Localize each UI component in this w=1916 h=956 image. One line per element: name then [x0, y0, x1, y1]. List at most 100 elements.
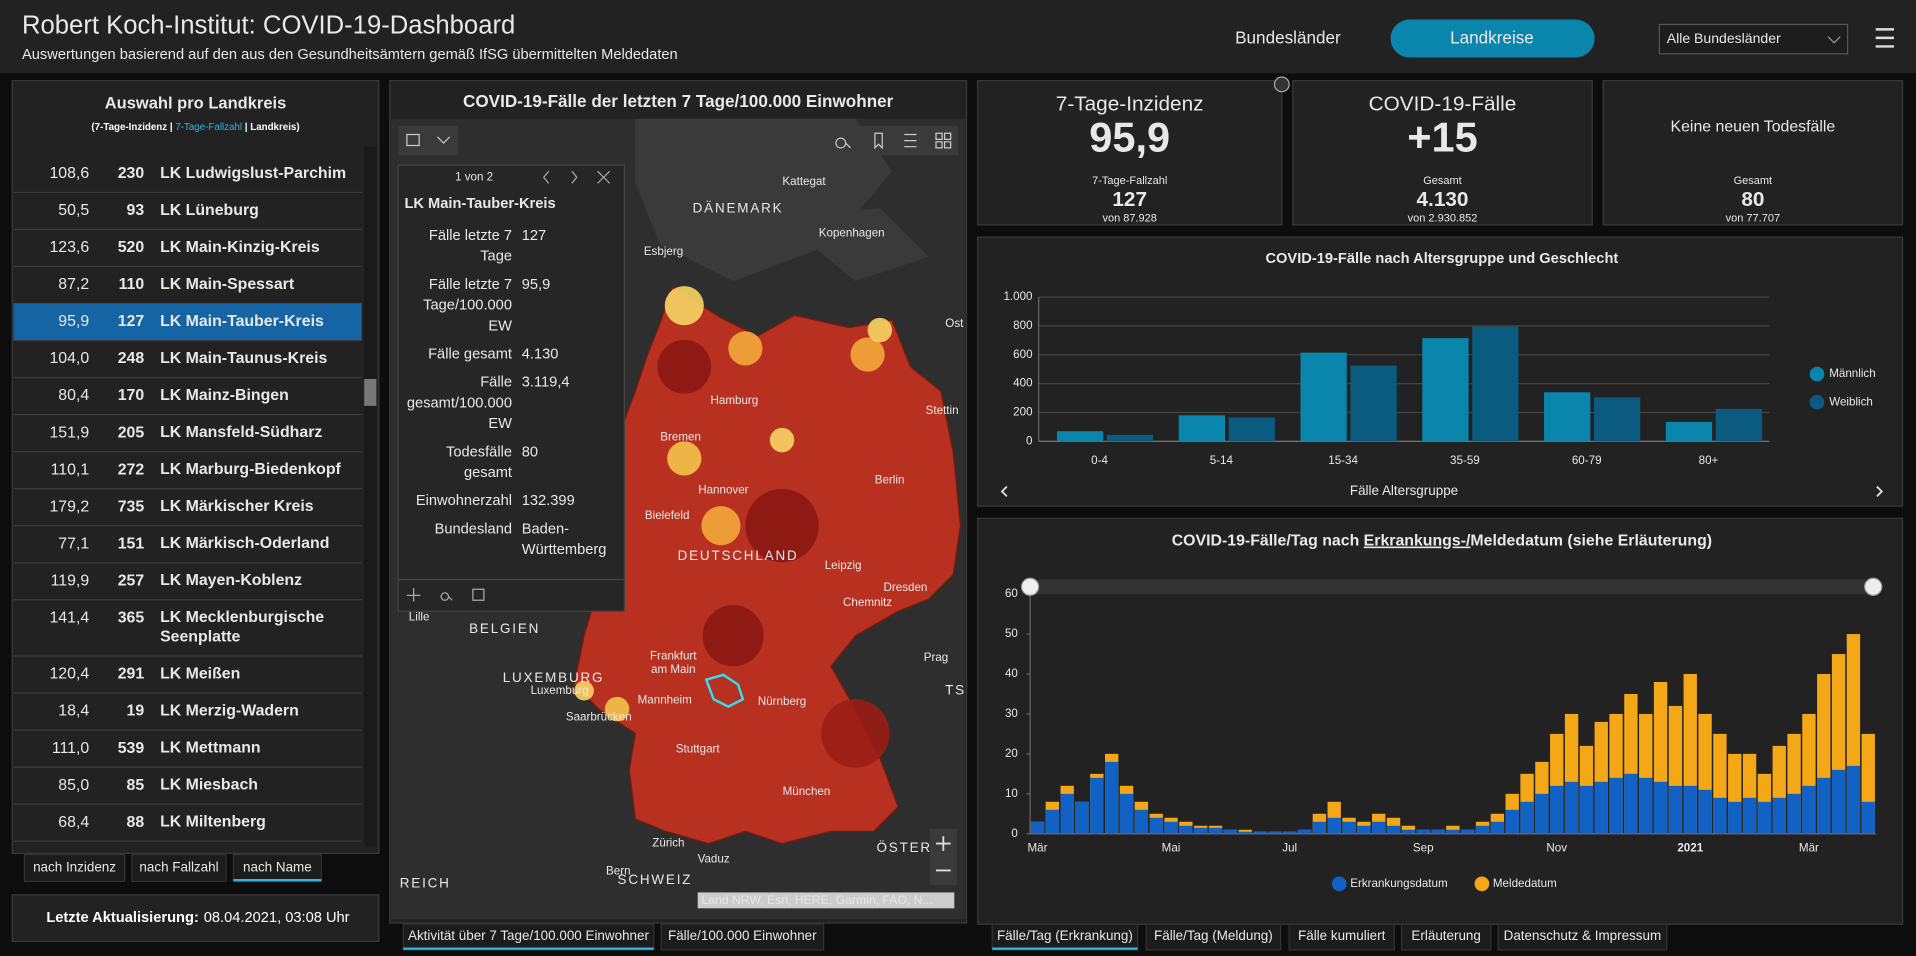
bar	[1297, 829, 1312, 834]
bar	[1593, 397, 1641, 442]
row-selected[interactable]	[13, 303, 362, 341]
case-count: 110	[119, 276, 145, 293]
map-tab[interactable]	[660, 923, 825, 951]
stat-value: 95,9	[1089, 114, 1170, 161]
case-count: 248	[118, 350, 145, 367]
chart-title: COVID-19-Fälle/Tag nach Erkrankungs-/Mel…	[1172, 533, 1712, 550]
map-place: Bern	[606, 865, 631, 878]
x-tick-label: 35-59	[1450, 454, 1480, 467]
stat-title: 7-Tage-Inzidenz	[1056, 93, 1204, 116]
map-place: DEUTSCHLAND	[678, 548, 799, 563]
list-subtitle: (7-Tage-Inzidenz | 7-Tage-Fallzahl | Lan…	[91, 122, 299, 133]
map-place: München	[783, 785, 831, 798]
map-place: Luxemburg	[531, 684, 589, 697]
map-place: Kopenhagen	[819, 227, 885, 240]
x-tick-label: 2021	[1677, 841, 1703, 854]
map-place: Vaduz	[698, 852, 730, 865]
subtitle-part: | Landkreis)	[242, 122, 300, 133]
bar	[1422, 338, 1469, 442]
bottom-tab-label: Erläuterung	[1411, 928, 1480, 943]
x-tick-label: Nov	[1546, 841, 1567, 854]
attribution-bg	[697, 892, 955, 909]
bar	[1713, 797, 1727, 834]
popup-label: Todesfälle gesamt	[446, 444, 512, 481]
bar	[1653, 781, 1668, 834]
case-count: 291	[118, 666, 145, 683]
stat-value: +15	[1407, 114, 1477, 161]
popup-nav[interactable]	[542, 170, 611, 184]
tab-active[interactable]	[1390, 19, 1595, 58]
slider-handle[interactable]	[1020, 577, 1040, 596]
bar	[1178, 415, 1225, 442]
popup-value: 95,9	[522, 277, 551, 293]
expand-icon[interactable]	[1273, 76, 1290, 93]
legend-label: Meldedatum	[1493, 877, 1557, 890]
sort-button[interactable]	[232, 853, 322, 883]
incidence: 77,1	[58, 535, 89, 552]
stat-sub-of: von 2.930.852	[1408, 213, 1478, 225]
bar	[1283, 831, 1297, 834]
map-place: SCHWEIZ	[618, 872, 693, 887]
bar	[1312, 821, 1327, 834]
district-name: LK Main-Kinzig-Kreis	[160, 239, 320, 256]
bar	[1550, 785, 1564, 834]
map-region	[664, 286, 704, 326]
bottom-tab[interactable]	[991, 923, 1139, 951]
incidence: 123,6	[49, 239, 89, 256]
map-region	[850, 337, 885, 372]
bar	[1475, 825, 1490, 834]
bar	[1446, 829, 1460, 834]
case-count: 88	[127, 814, 145, 831]
bar	[1372, 821, 1386, 834]
sort-button[interactable]	[23, 853, 126, 883]
y-tick-label: 60	[1005, 587, 1018, 600]
incidence: 50,5	[58, 202, 89, 219]
bar	[1416, 829, 1430, 834]
bar	[1164, 821, 1178, 834]
x-tick-label: 0-4	[1091, 454, 1108, 467]
range-slider[interactable]	[1030, 579, 1876, 595]
update-panel	[11, 894, 380, 942]
bar	[1683, 785, 1697, 834]
map-tools-left[interactable]	[398, 125, 459, 156]
dropdown[interactable]	[1658, 23, 1849, 55]
bottom-tab[interactable]	[1497, 923, 1668, 951]
title-part: COVID-19-Fälle/Tag nach	[1172, 533, 1364, 550]
district-name: LK Mainz-Bingen	[160, 387, 289, 404]
zoom-icons	[936, 836, 951, 872]
map-place: BELGIEN	[469, 621, 540, 636]
incidence: 119,9	[51, 572, 90, 589]
incidence: 120,4	[49, 666, 89, 683]
stat-card	[1292, 80, 1593, 226]
sort-button[interactable]	[131, 853, 227, 883]
bar	[1357, 825, 1371, 834]
incidence: 104,0	[49, 350, 89, 367]
map-tab[interactable]	[402, 923, 655, 951]
bottom-tab[interactable]	[1400, 923, 1492, 951]
bar	[1106, 434, 1154, 442]
last-update-value: 08.04.2021, 03:08 Uhr	[204, 910, 350, 926]
legend-swatch	[1809, 394, 1825, 410]
bar	[1609, 777, 1623, 834]
menu-icon[interactable]	[1875, 28, 1895, 48]
bottom-tab[interactable]	[1145, 923, 1282, 951]
incidence: 80,4	[58, 387, 89, 404]
popup-label: Fälle letzte 7 Tage	[429, 228, 512, 265]
scroll-arrows[interactable]	[1000, 485, 1884, 497]
popup-label: Bundesland	[435, 521, 512, 537]
daily-chart-panel	[976, 517, 1904, 925]
x-tick-label: Mai	[1162, 841, 1181, 854]
map-place: Lille	[409, 610, 430, 623]
case-count: 93	[127, 202, 145, 219]
bottom-tab[interactable]	[1288, 923, 1395, 951]
bar	[1757, 801, 1772, 834]
map-tools-right[interactable]	[827, 125, 958, 156]
popup-label: Fälle gesamt	[428, 346, 512, 362]
map-region	[728, 331, 763, 366]
x-tick-label: Mär	[1028, 841, 1048, 854]
slider-handle[interactable]	[1864, 577, 1883, 596]
scroll-thumb[interactable]	[364, 378, 377, 406]
map-region	[769, 427, 795, 453]
x-tick-label: 15-34	[1328, 454, 1358, 467]
